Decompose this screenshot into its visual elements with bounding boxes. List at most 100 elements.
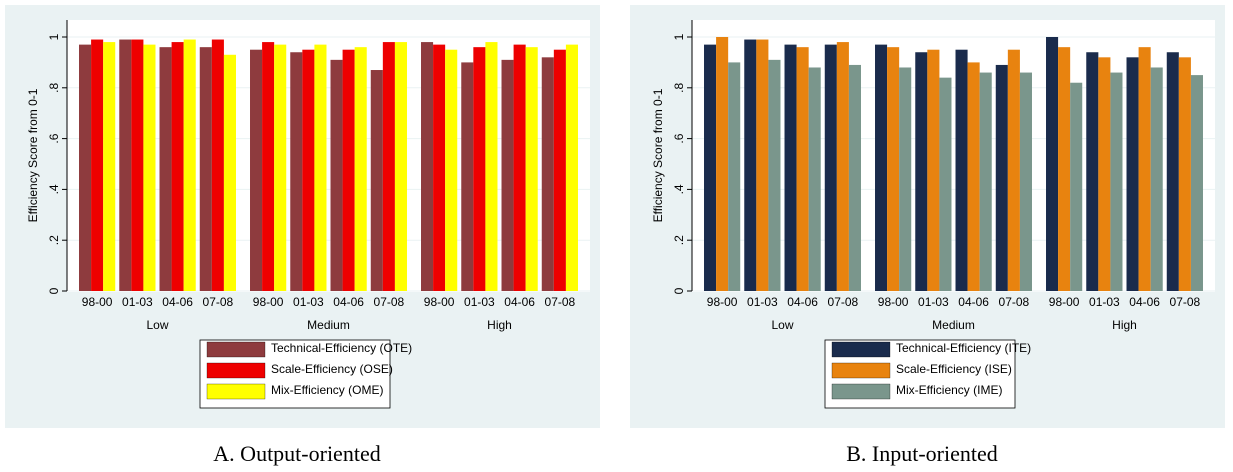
bar <box>1126 57 1139 291</box>
x-tick-label: 04-06 <box>504 295 535 309</box>
bar <box>565 44 578 292</box>
bar <box>1019 72 1032 291</box>
x-tick-label: 98-00 <box>878 295 909 309</box>
bar <box>1178 57 1191 291</box>
bar <box>1007 49 1020 292</box>
legend-label: Mix-Efficiency (IME) <box>896 383 1002 397</box>
bar <box>756 39 769 291</box>
bar <box>768 59 781 291</box>
y-tick-label: .4 <box>47 184 61 194</box>
bar <box>274 44 287 292</box>
bar <box>501 59 514 291</box>
x-tick-label: 98-00 <box>424 295 455 309</box>
bar <box>473 47 486 291</box>
y-tick-label: .6 <box>672 133 686 143</box>
x-tick-label: 07-08 <box>1170 295 1201 309</box>
x-tick-label: 01-03 <box>747 295 778 309</box>
y-tick-label: .6 <box>47 133 61 143</box>
caption: A. Output-oriented <box>213 441 380 466</box>
legend-swatch <box>831 341 891 358</box>
x-tick-label: 07-08 <box>545 295 576 309</box>
bar <box>103 42 116 291</box>
bar <box>979 72 992 291</box>
bar <box>955 49 968 292</box>
group-label: High <box>1112 318 1137 332</box>
legend-label: Scale-Efficiency (ISE) <box>896 362 1012 376</box>
bar <box>131 39 144 291</box>
bar <box>1190 75 1203 291</box>
bar <box>553 49 566 292</box>
bar <box>808 67 821 291</box>
x-tick-label: 98-00 <box>707 295 738 309</box>
bar <box>342 49 355 292</box>
group-label: Medium <box>932 318 975 332</box>
legend-label: Technical-Efficiency (OTE) <box>271 341 412 355</box>
bar <box>995 64 1008 291</box>
bar <box>79 44 92 292</box>
bar <box>91 39 104 291</box>
group-label: Low <box>146 318 168 332</box>
x-tick-label: 01-03 <box>293 295 324 309</box>
y-tick-label: .2 <box>47 235 61 245</box>
x-tick-label: 98-00 <box>253 295 284 309</box>
bar <box>1110 72 1123 291</box>
bar <box>314 44 327 292</box>
bar <box>421 42 434 291</box>
bar <box>848 64 861 291</box>
group-label: High <box>487 318 512 332</box>
bar <box>728 62 741 292</box>
x-tick-label: 98-00 <box>1049 295 1080 309</box>
y-axis-title: Efficiency Score from 0-1 <box>26 88 40 222</box>
legend-swatch <box>206 362 266 379</box>
y-tick-label: .4 <box>672 184 686 194</box>
y-axis-title: Efficiency Score from 0-1 <box>651 88 665 222</box>
x-tick-label: 04-06 <box>958 295 989 309</box>
legend-swatch <box>206 341 266 358</box>
bar <box>211 39 224 291</box>
bar <box>1086 52 1099 291</box>
bar <box>485 42 498 291</box>
x-tick-label: 01-03 <box>918 295 949 309</box>
bar <box>302 49 315 292</box>
bar <box>541 57 554 291</box>
bar <box>250 49 263 292</box>
legend-swatch <box>831 362 891 379</box>
bar <box>223 54 236 291</box>
bar <box>159 47 172 291</box>
bar <box>1166 52 1179 291</box>
bar <box>394 42 407 291</box>
bar <box>171 42 184 291</box>
legend-swatch <box>831 383 891 400</box>
bar <box>290 52 303 291</box>
y-tick-label: .2 <box>672 235 686 245</box>
bar <box>183 39 196 291</box>
bar <box>939 77 952 291</box>
y-tick-label: 0 <box>672 287 686 294</box>
bar <box>354 47 367 291</box>
y-tick-label: .8 <box>47 82 61 92</box>
x-tick-label: 07-08 <box>828 295 859 309</box>
x-tick-label: 04-06 <box>162 295 193 309</box>
legend-swatch <box>206 383 266 400</box>
y-tick-label: .8 <box>672 82 686 92</box>
bar <box>513 44 526 292</box>
bar <box>330 59 343 291</box>
legend-label: Mix-Efficiency (OME) <box>271 383 383 397</box>
bar <box>927 49 940 292</box>
bar <box>704 44 717 292</box>
x-tick-label: 07-08 <box>203 295 234 309</box>
group-label: Medium <box>307 318 350 332</box>
bar <box>433 44 446 292</box>
legend-label: Technical-Efficiency (ITE) <box>896 341 1031 355</box>
x-tick-label: 01-03 <box>464 295 495 309</box>
bar <box>382 42 395 291</box>
y-tick-label: 0 <box>47 287 61 294</box>
caption: B. Input-oriented <box>846 441 998 466</box>
bar <box>1058 47 1071 291</box>
bar <box>875 44 888 292</box>
bar <box>915 52 928 291</box>
bar <box>899 67 912 291</box>
bar <box>199 47 212 291</box>
legend-label: Scale-Efficiency (OSE) <box>271 362 393 376</box>
